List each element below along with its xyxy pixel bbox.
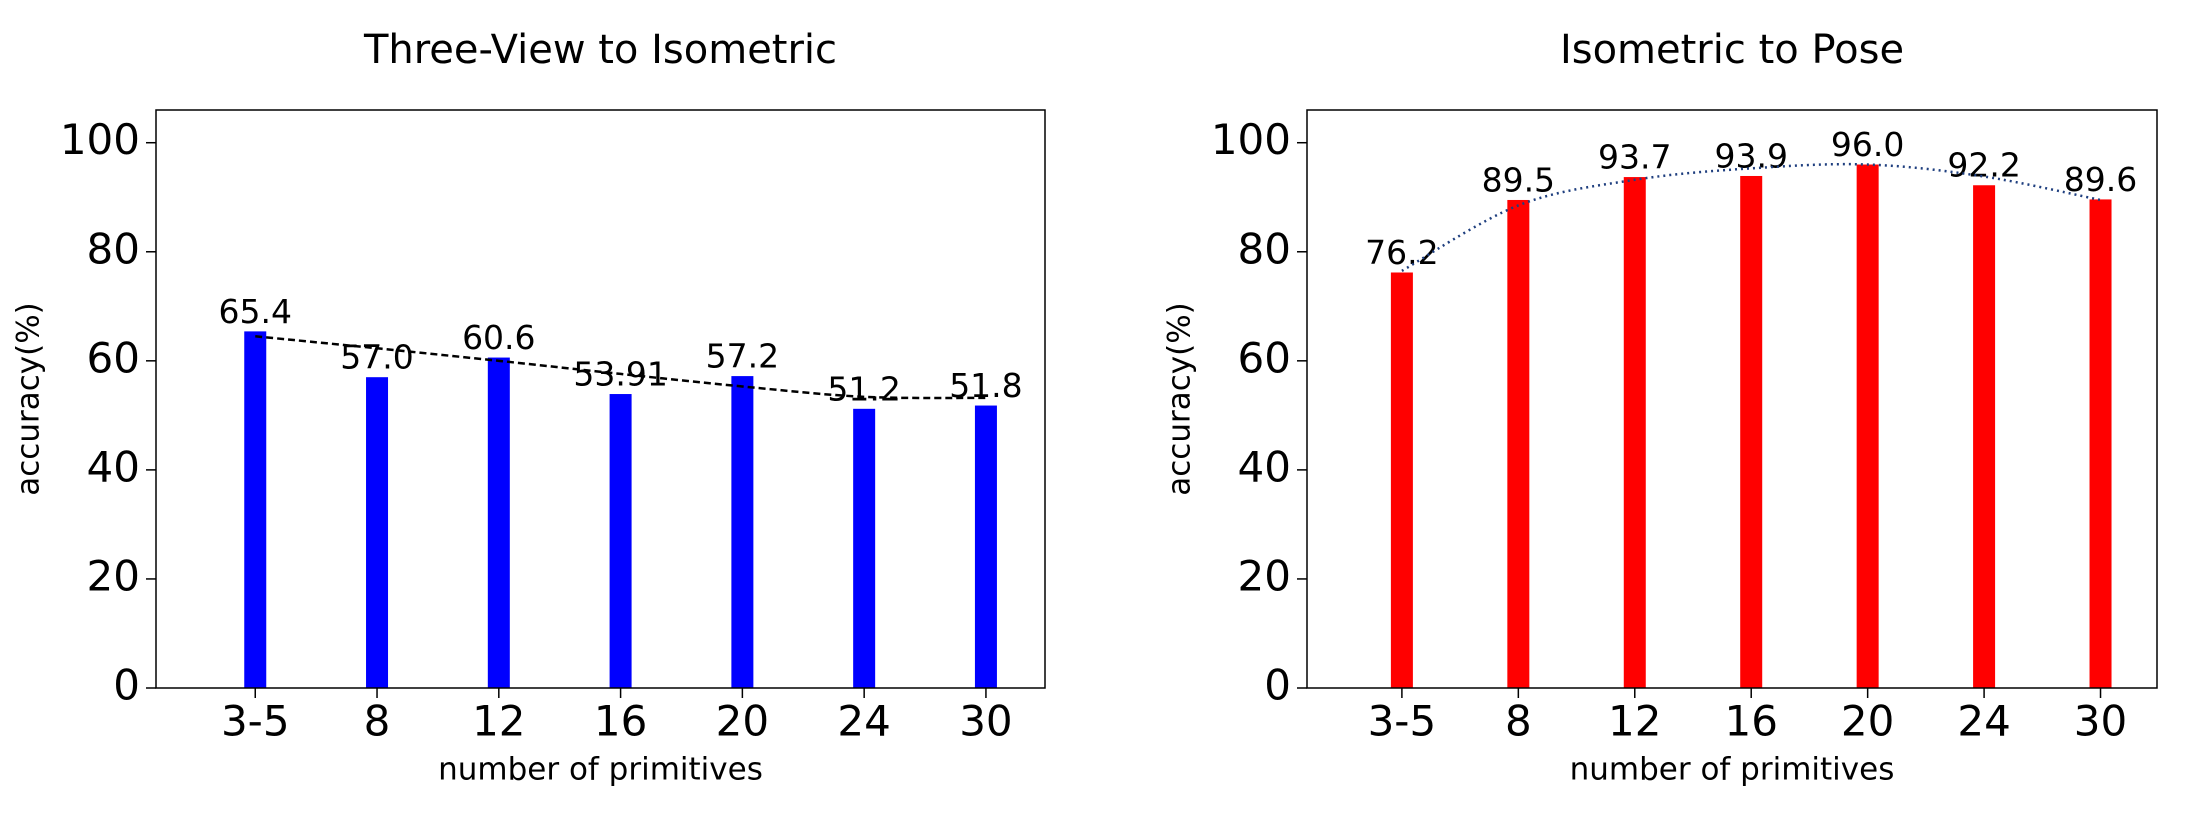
plot-frame (155, 109, 1046, 689)
y-tick-label: 0 (113, 661, 140, 710)
bar (1740, 175, 1763, 688)
y-tick-label: 80 (1238, 224, 1291, 273)
bar (731, 376, 754, 688)
x-tick-label: 16 (594, 697, 647, 746)
chart-title: Three-View to Isometric (363, 27, 837, 73)
y-axis-label: accuracy(%) (11, 302, 47, 496)
bar (974, 405, 997, 688)
y-tick-label: 40 (87, 442, 140, 491)
value-label: 51.2 (827, 369, 900, 408)
x-tick-label: 30 (2074, 697, 2127, 746)
x-tick-label: 16 (1724, 697, 1777, 746)
x-tick-label: 3-5 (1368, 697, 1437, 746)
value-label: 65.4 (219, 292, 292, 331)
bar (1973, 185, 1996, 688)
bar (853, 408, 876, 688)
bar (1856, 164, 1879, 688)
value-label: 89.6 (2064, 160, 2137, 199)
y-axis-label: accuracy(%) (1162, 302, 1198, 496)
x-tick-label: 24 (1957, 697, 2010, 746)
y-tick-label: 80 (87, 224, 140, 273)
x-tick-label: 20 (716, 697, 769, 746)
x-tick-label: 3-5 (221, 697, 290, 746)
value-label: 93.7 (1598, 138, 1671, 177)
value-label: 60.6 (462, 318, 535, 357)
bar (609, 394, 632, 688)
bar (2089, 199, 2112, 688)
value-label: 92.2 (1947, 146, 2020, 185)
x-tick-label: 20 (1841, 697, 1894, 746)
bar (366, 377, 389, 688)
x-axis-label: number of primitives (1570, 752, 1895, 788)
plot-frame (1306, 109, 2158, 689)
y-tick-label: 100 (1211, 115, 1291, 164)
value-label: 76.2 (1365, 233, 1438, 272)
y-tick-label: 60 (1238, 333, 1291, 382)
bar (1623, 177, 1646, 688)
chart-title: Isometric to Pose (1560, 27, 1904, 73)
y-tick-label: 0 (1264, 661, 1291, 710)
x-tick-label: 24 (837, 697, 890, 746)
x-tick-label: 8 (1505, 697, 1532, 746)
x-axis-label: number of primitives (438, 752, 763, 788)
value-label: 57.0 (340, 338, 413, 377)
bar (487, 357, 510, 688)
x-tick-label: 30 (959, 697, 1012, 746)
x-tick-label: 8 (364, 697, 391, 746)
y-tick-label: 20 (1238, 551, 1291, 600)
value-label: 96.0 (1831, 125, 1904, 164)
y-tick-label: 100 (60, 115, 140, 164)
x-tick-label: 12 (1608, 697, 1661, 746)
value-label: 89.5 (1482, 160, 1555, 199)
y-tick-label: 60 (87, 333, 140, 382)
x-tick-label: 12 (472, 697, 525, 746)
trend-line (255, 335, 986, 400)
bar (1507, 199, 1530, 689)
bar (244, 331, 267, 688)
value-label: 57.2 (706, 337, 779, 376)
y-tick-label: 40 (1238, 442, 1291, 491)
trend-line (1401, 162, 2101, 272)
bar (1390, 272, 1413, 688)
y-tick-label: 20 (87, 551, 140, 600)
value-label: 93.9 (1714, 136, 1787, 175)
